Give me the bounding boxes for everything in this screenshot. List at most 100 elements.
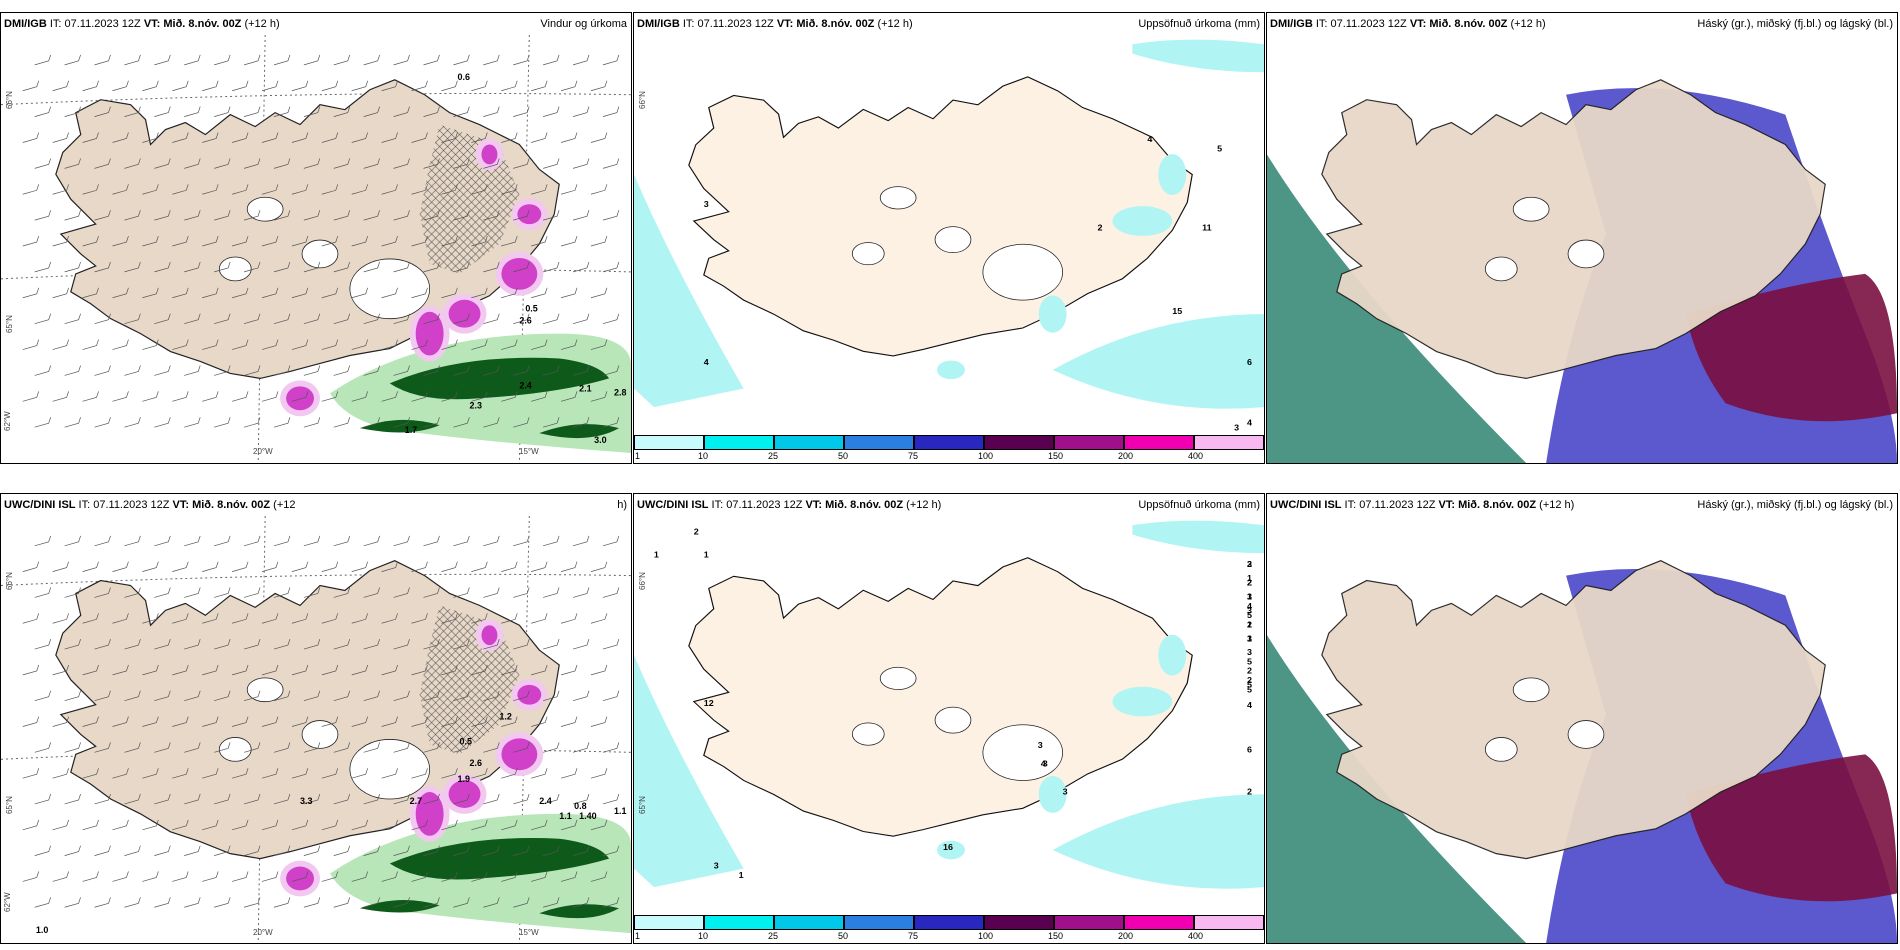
colorbar-swatch bbox=[1194, 435, 1264, 450]
init-time: IT: 07.11.2023 12Z bbox=[1312, 18, 1410, 30]
lead-time: (+12 h) bbox=[874, 18, 913, 30]
valid-time: VT: Mið. 8.nóv. 00Z bbox=[776, 18, 875, 30]
colorbar-tick: 25 bbox=[768, 931, 779, 941]
value-label: 0.5 bbox=[525, 304, 537, 314]
value-label: 5 bbox=[1247, 685, 1252, 695]
colorbar-tick: 100 bbox=[978, 451, 994, 461]
colorbar-tick: 400 bbox=[1188, 451, 1204, 461]
lead-time: (+12 h) bbox=[1507, 18, 1546, 30]
model-name: UWC/DINI ISL bbox=[4, 499, 76, 511]
map-canvas bbox=[1267, 516, 1897, 943]
value-label: 4 bbox=[1247, 601, 1252, 611]
value-label: 2 bbox=[694, 527, 699, 537]
value-label: 2 bbox=[1247, 787, 1252, 797]
map-area: 2 1 1 2 3 2 2 1 3 5 4 3 2 1 1 3 3 2 5 2 5 5 4 1 12 3 3 6 3 4 2 3 1 16 bbox=[634, 516, 1264, 915]
init-time: IT: 07.11.2023 12Z bbox=[46, 18, 144, 30]
panel-title: UWC/DINI ISL IT: 07.11.2023 12Z VT: Mið.… bbox=[4, 494, 296, 516]
colorbar-swatch bbox=[1124, 915, 1194, 930]
panel-variable: h) bbox=[617, 499, 627, 511]
value-label: 2.4 bbox=[519, 380, 531, 390]
colorbar-swatch bbox=[844, 435, 914, 450]
axis-label: 15°W bbox=[519, 928, 539, 937]
colorbar-tick: 150 bbox=[1048, 451, 1064, 461]
value-label: 3 bbox=[1063, 787, 1068, 797]
colorbar-tick: 1 bbox=[635, 451, 641, 461]
lead-time: (+12 h) bbox=[1536, 499, 1575, 511]
colorbar-tick: 10 bbox=[698, 451, 709, 461]
panel-header: UWC/DINI ISL IT: 07.11.2023 12Z VT: Mið.… bbox=[1, 494, 631, 516]
colorbar: 1 10 25 50 75 100 150 200 400 bbox=[634, 435, 1264, 463]
axis-label: 15°W bbox=[519, 447, 539, 456]
colorbar: 1 10 25 50 75 100 150 200 400 bbox=[634, 915, 1264, 943]
colorbar-tick: 1 bbox=[635, 931, 641, 941]
value-label: 3 bbox=[1247, 592, 1252, 602]
colorbar-tick: 75 bbox=[908, 451, 919, 461]
init-time: IT: 07.11.2023 12Z bbox=[679, 18, 777, 30]
value-label: 1 bbox=[1247, 592, 1252, 602]
value-label: 2 bbox=[1247, 559, 1252, 569]
value-label: 2.6 bbox=[470, 758, 482, 768]
value-label: 1.1 bbox=[614, 806, 626, 816]
colorbar-swatch bbox=[634, 915, 704, 930]
model-name: DMI/IGB bbox=[637, 18, 680, 30]
lead-time: (+12 h) bbox=[903, 499, 942, 511]
panel-variable: Vindur og úrkoma bbox=[540, 18, 627, 30]
value-label: 1 bbox=[1247, 634, 1252, 644]
panel-uwc-cloud: UWC/DINI ISL IT: 07.11.2023 12Z VT: Mið.… bbox=[1266, 493, 1898, 944]
value-label: 12 bbox=[704, 699, 714, 709]
panel-variable: Uppsöfnuð úrkoma (mm) bbox=[1138, 18, 1260, 30]
model-name: DMI/IGB bbox=[4, 18, 47, 30]
value-label: 2.7 bbox=[410, 796, 422, 806]
axis-label: 20°W bbox=[253, 928, 273, 937]
colorbar-tick: 150 bbox=[1048, 931, 1064, 941]
value-label: 11 bbox=[1202, 223, 1212, 233]
init-time: IT: 07.11.2023 12Z bbox=[1341, 499, 1439, 511]
value-label: 16 bbox=[943, 842, 953, 852]
colorbar-swatch bbox=[704, 435, 774, 450]
axis-label: 65°N bbox=[638, 796, 647, 814]
axis-label: 62°W bbox=[3, 411, 12, 431]
value-label: 1.0 bbox=[36, 925, 48, 935]
panel-title: DMI/IGB IT: 07.11.2023 12Z VT: Mið. 8.nó… bbox=[4, 13, 280, 35]
colorbar-tick: 50 bbox=[838, 451, 849, 461]
value-label: 3 bbox=[714, 861, 719, 871]
axis-label: 66°N bbox=[638, 572, 647, 590]
value-label: 3 bbox=[1247, 559, 1252, 569]
panel-title: UWC/DINI ISL IT: 07.11.2023 12Z VT: Mið.… bbox=[637, 494, 941, 516]
colorbar-swatch bbox=[1124, 435, 1194, 450]
colorbar-swatch bbox=[704, 915, 774, 930]
map-canvas bbox=[1267, 35, 1897, 463]
panel-dmi-wind: DMI/IGB IT: 07.11.2023 12Z VT: Mið. 8.nó… bbox=[0, 12, 632, 464]
map-area: 1.0 2.6 1.9 2.7 2.4 1.1 1.40 0.8 1.1 3.3 0.5 1.2 bbox=[1, 516, 631, 943]
colorbar-tick: 200 bbox=[1118, 931, 1134, 941]
valid-time: VT: Mið. 8.nóv. 00Z bbox=[143, 18, 242, 30]
panel-header: DMI/IGB IT: 07.11.2023 12Z VT: Mið. 8.nó… bbox=[1267, 13, 1897, 35]
map-area: 0.6 2.6 2.4 2.3 2.1 2.8 1.7 3.0 0.5 bbox=[1, 35, 631, 463]
map-area: 4 5 2 11 3 4 6 4 3 15 bbox=[634, 35, 1264, 435]
axis-label: 62°W bbox=[3, 892, 12, 912]
init-time: IT: 07.11.2023 12Z bbox=[75, 499, 173, 511]
value-label: 1.7 bbox=[405, 425, 417, 435]
colorbar-tick: 25 bbox=[768, 451, 779, 461]
axis-label: 20°W bbox=[253, 447, 273, 456]
colorbar-swatch bbox=[914, 435, 984, 450]
map-area bbox=[1267, 516, 1897, 943]
model-name: UWC/DINI ISL bbox=[637, 499, 709, 511]
axis-label: 66°N bbox=[5, 572, 14, 590]
value-label: 2.4 bbox=[539, 796, 551, 806]
panel-uwc-precip: UWC/DINI ISL IT: 07.11.2023 12Z VT: Mið.… bbox=[633, 493, 1265, 944]
panel-dmi-precip: DMI/IGB IT: 07.11.2023 12Z VT: Mið. 8.nó… bbox=[633, 12, 1265, 464]
panel-title: DMI/IGB IT: 07.11.2023 12Z VT: Mið. 8.nó… bbox=[1270, 13, 1546, 35]
value-label: 1 bbox=[704, 550, 709, 560]
value-label: 5 bbox=[1247, 657, 1252, 667]
value-label: 3 bbox=[1247, 606, 1252, 616]
panel-header: DMI/IGB IT: 07.11.2023 12Z VT: Mið. 8.nó… bbox=[1, 13, 631, 35]
colorbar-swatch bbox=[774, 435, 844, 450]
value-label: 3 bbox=[1038, 740, 1043, 750]
value-label: 4 bbox=[1247, 700, 1252, 710]
value-label: 2.1 bbox=[579, 383, 591, 393]
axis-label: 66°N bbox=[5, 91, 14, 109]
value-label: 2 bbox=[1247, 675, 1252, 685]
